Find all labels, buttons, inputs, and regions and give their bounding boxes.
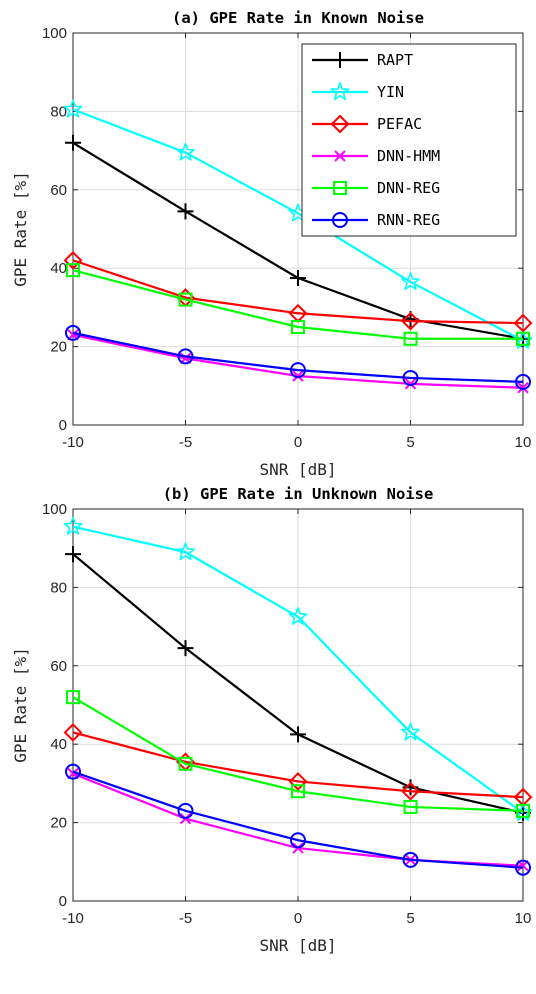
legend-marker <box>333 181 347 195</box>
series-dnn-reg <box>66 263 530 346</box>
data-point <box>401 272 420 291</box>
data-point <box>65 763 81 780</box>
x-tick-label: 10 <box>515 910 532 927</box>
data-point <box>292 370 304 382</box>
data-point <box>516 803 530 818</box>
chart-title: (b) GPE Rate in Unknown Noise <box>163 485 434 503</box>
series-dnn-reg <box>66 690 530 818</box>
data-point <box>66 263 80 278</box>
y-tick-label: 100 <box>42 25 67 42</box>
data-point <box>516 331 530 346</box>
x-axis-label: SNR [dB] <box>259 460 336 479</box>
data-point <box>403 331 418 346</box>
data-point <box>290 362 306 379</box>
series-line <box>72 259 524 325</box>
data-point <box>401 311 420 331</box>
data-point <box>401 781 420 801</box>
series-line <box>72 731 524 799</box>
legend-label: PEFAC <box>377 115 422 133</box>
data-point <box>515 859 531 876</box>
x-axis-label: SNR [dB] <box>259 936 336 955</box>
x-tick-label: 5 <box>406 910 414 927</box>
legend-marker <box>334 150 346 162</box>
data-point <box>288 606 308 625</box>
y-tick-label: 40 <box>50 736 67 753</box>
y-axis-label: GPE Rate [%] <box>11 171 30 287</box>
data-point <box>176 142 195 161</box>
series-rnn-reg <box>65 763 531 876</box>
y-tick-label: 100 <box>42 501 67 518</box>
data-point <box>517 382 529 394</box>
y-tick-label: 0 <box>59 417 67 434</box>
series-line <box>72 770 524 869</box>
legend-marker <box>330 82 350 101</box>
data-point <box>63 516 83 535</box>
data-point <box>176 542 195 561</box>
y-tick-label: 80 <box>50 103 67 120</box>
y-tick-label: 60 <box>50 182 67 199</box>
data-point <box>291 784 305 799</box>
data-point <box>66 690 80 705</box>
series-line <box>72 525 524 814</box>
data-point <box>63 99 83 118</box>
legend-marker <box>332 212 348 228</box>
legend-box <box>301 43 517 237</box>
chart-title: (a) GPE Rate in Known Noise <box>172 9 424 27</box>
y-tick-label: 60 <box>50 658 67 675</box>
data-point <box>291 320 305 334</box>
series-rnn-reg <box>65 324 531 390</box>
y-tick-label: 20 <box>50 339 67 356</box>
data-point <box>401 722 420 741</box>
legend-label: RAPT <box>377 51 413 69</box>
data-point <box>290 832 306 849</box>
data-point <box>65 134 81 151</box>
data-point <box>290 726 306 743</box>
legend: RAPT YIN PEFAC DNN-HMM DNN-REG RNN-REG <box>301 43 517 237</box>
data-point <box>177 203 194 220</box>
data-point <box>177 640 194 657</box>
legend-label: YIN <box>377 83 404 101</box>
y-tick-label: 40 <box>50 260 67 277</box>
data-point <box>65 324 81 341</box>
series-line <box>72 331 524 383</box>
legend-label: DNN-HMM <box>377 147 440 165</box>
legend-marker <box>332 52 348 68</box>
y-tick-label: 80 <box>50 579 67 596</box>
data-point <box>65 546 81 563</box>
x-tick-label: -5 <box>179 910 192 927</box>
data-point <box>178 292 193 307</box>
data-point <box>515 373 531 390</box>
series-line <box>72 696 524 812</box>
legend-marker <box>330 114 350 134</box>
data-point <box>177 802 194 819</box>
y-tick-label: 20 <box>50 815 67 832</box>
data-point <box>178 756 193 771</box>
legend-label: RNN-REG <box>377 211 440 229</box>
series-line <box>72 269 523 340</box>
x-tick-label: 0 <box>294 434 302 451</box>
data-point <box>402 369 419 386</box>
x-tick-label: 10 <box>515 434 532 451</box>
x-tick-label: -5 <box>179 434 192 451</box>
legend-label: DNN-REG <box>377 179 440 197</box>
y-axis-label: GPE Rate [%] <box>11 647 30 763</box>
data-point <box>404 378 417 390</box>
data-point <box>177 348 194 365</box>
data-point <box>513 313 533 333</box>
y-tick-label: 0 <box>59 893 67 910</box>
x-tick-label: 0 <box>294 910 302 927</box>
data-point <box>290 270 306 286</box>
data-point <box>63 723 83 742</box>
data-point <box>288 772 308 791</box>
series-line <box>72 108 524 342</box>
data-point <box>403 799 418 814</box>
x-tick-label: -10 <box>62 910 84 927</box>
x-tick-label: 5 <box>406 434 414 451</box>
data-point <box>402 851 419 868</box>
x-tick-label: -10 <box>62 434 84 451</box>
data-point <box>63 250 83 270</box>
